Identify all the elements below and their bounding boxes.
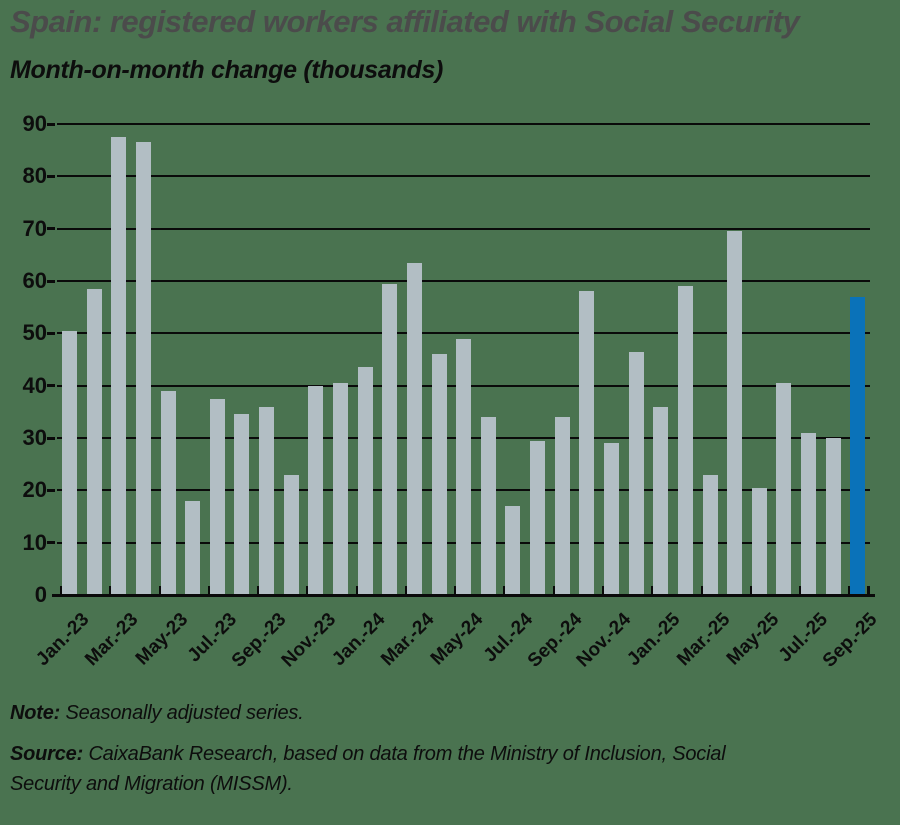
source-label: Source: xyxy=(10,743,84,765)
bar-Mar-23 xyxy=(111,137,127,595)
x-tick xyxy=(700,586,704,595)
x-axis-label-Sep-23: Sep.-23 xyxy=(227,609,291,672)
x-axis-line xyxy=(52,594,875,597)
bar-Sep-23 xyxy=(259,406,275,595)
source-text: CaixaBank Research, based on data from t… xyxy=(10,743,726,795)
bar-Nov-23 xyxy=(308,385,324,595)
chart-footer: Note: Seasonally adjusted series. Source… xyxy=(10,698,800,810)
chart-note: Note: Seasonally adjusted series. xyxy=(10,698,800,728)
bar-Sep-25 xyxy=(850,296,866,595)
y-axis-label-60: 60 xyxy=(22,268,47,293)
x-axis-label-Mar-24: Mar.-24 xyxy=(377,609,439,671)
bar-Apr-24 xyxy=(431,354,447,595)
x-tick xyxy=(257,586,261,595)
x-tick xyxy=(651,586,655,595)
bar-Oct-23 xyxy=(283,474,299,595)
y-axis-label-40: 40 xyxy=(22,372,47,398)
bar-Jul-25 xyxy=(801,432,817,595)
bar-Jun-24 xyxy=(480,417,496,595)
y-axis-label-20: 20 xyxy=(22,477,47,503)
bar-Mar-24 xyxy=(406,262,422,595)
bar-Jul-24 xyxy=(505,506,521,595)
bar-Nov-24 xyxy=(604,443,619,595)
x-axis-label-Nov-23: Nov.-23 xyxy=(277,609,340,672)
x-tick xyxy=(602,586,605,595)
bar-Apr-23 xyxy=(135,142,151,595)
bar-Dec-24 xyxy=(628,351,644,595)
x-tick xyxy=(552,586,556,595)
x-axis-label-May-25: May-25 xyxy=(722,609,784,670)
x-tick xyxy=(799,586,803,595)
bar-Jan-24 xyxy=(357,367,373,595)
bar-Dec-23 xyxy=(333,383,348,595)
bar-Mar-25 xyxy=(702,474,718,595)
bar-May-24 xyxy=(456,338,472,595)
note-text: Seasonally adjusted series. xyxy=(65,702,304,724)
x-tick xyxy=(60,586,63,595)
x-tick xyxy=(503,586,507,595)
bar-Jul-23 xyxy=(209,398,225,595)
bar-Jun-25 xyxy=(776,383,792,595)
page-title: Spain: registered workers affiliated wit… xyxy=(10,4,800,39)
bar-Feb-24 xyxy=(382,283,398,595)
x-axis-label-Sep-25: Sep.-25 xyxy=(819,609,882,672)
x-tick xyxy=(355,586,359,595)
x-axis-label-Jan-23: Jan.-23 xyxy=(32,609,94,671)
bar-Feb-23 xyxy=(86,288,102,595)
bar-Aug-23 xyxy=(234,414,250,595)
gridline-60 xyxy=(57,280,870,282)
y-axis-label-10: 10 xyxy=(22,529,47,555)
x-tick xyxy=(158,586,162,595)
y-axis-label-80: 80 xyxy=(22,163,47,189)
bar-Aug-24 xyxy=(530,440,546,595)
y-tick-70 xyxy=(47,227,55,231)
y-tick-40 xyxy=(47,384,55,388)
x-axis-label-May-23: May-23 xyxy=(131,609,192,670)
x-tick xyxy=(404,586,408,595)
x-axis-label-Sep-24: Sep.-24 xyxy=(523,609,587,672)
chart-source: Source: CaixaBank Research, based on dat… xyxy=(10,739,800,799)
x-tick xyxy=(454,586,458,595)
bar-Jun-23 xyxy=(185,500,201,595)
bar-Feb-25 xyxy=(677,286,693,595)
x-axis-label-Mar-23: Mar.-23 xyxy=(81,609,143,671)
bar-Oct-24 xyxy=(579,291,595,595)
y-axis-label-90: 90 xyxy=(22,111,47,136)
x-tick xyxy=(867,586,870,595)
y-axis-label-0: 0 xyxy=(34,582,47,607)
y-tick-10 xyxy=(47,541,55,545)
x-tick xyxy=(109,586,113,595)
y-tick-90 xyxy=(47,122,55,126)
y-tick-30 xyxy=(47,436,55,440)
y-axis-label-50: 50 xyxy=(22,320,47,346)
y-tick-20 xyxy=(47,488,55,492)
x-tick xyxy=(207,586,211,595)
bar-chart: 0 10 20 30 40 50 60 70 80 90 Jan.-23 Mar.-23 May-23 J… xyxy=(23,112,882,672)
bar-May-23 xyxy=(160,390,176,595)
x-axis-label-Jan-24: Jan.-24 xyxy=(327,609,389,671)
y-axis-label-70: 70 xyxy=(22,215,47,241)
gridline-70 xyxy=(57,227,870,230)
y-axis-label-30: 30 xyxy=(22,425,47,450)
gridline-80 xyxy=(57,175,870,178)
gridline-50 xyxy=(57,332,870,335)
bar-Jan-25 xyxy=(653,406,669,595)
y-tick-60 xyxy=(47,279,55,283)
x-axis-label-May-24: May-24 xyxy=(427,609,488,670)
x-tick xyxy=(848,586,852,595)
bar-Aug-25 xyxy=(825,438,841,595)
note-label: Note: xyxy=(10,702,61,724)
page-subtitle: Month-on-month change (thousands) xyxy=(10,56,444,84)
bar-May-25 xyxy=(751,487,767,595)
y-tick-80 xyxy=(47,174,55,178)
y-tick-50 xyxy=(47,331,55,335)
x-axis-label-Mar-25: Mar.-25 xyxy=(672,609,734,671)
bar-Apr-25 xyxy=(727,231,743,595)
bar-Sep-24 xyxy=(554,417,570,595)
x-axis-label-Jan-25: Jan.-25 xyxy=(623,609,685,671)
x-tick xyxy=(306,586,310,595)
x-tick xyxy=(749,586,753,595)
gridline-90 xyxy=(57,123,870,125)
bar-Jan-23 xyxy=(62,330,77,595)
